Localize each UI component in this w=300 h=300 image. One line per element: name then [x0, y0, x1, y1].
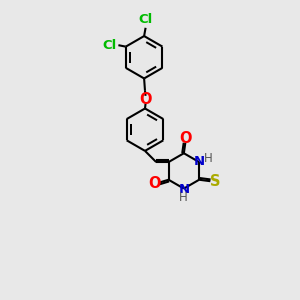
- Text: Cl: Cl: [139, 13, 153, 26]
- Text: N: N: [178, 183, 189, 196]
- Text: O: O: [179, 131, 192, 146]
- Text: O: O: [139, 92, 152, 107]
- Text: S: S: [209, 174, 220, 189]
- Text: H: H: [204, 152, 213, 165]
- Text: Cl: Cl: [102, 39, 116, 52]
- Text: H: H: [178, 191, 187, 204]
- Text: O: O: [148, 176, 161, 191]
- Text: N: N: [194, 155, 205, 168]
